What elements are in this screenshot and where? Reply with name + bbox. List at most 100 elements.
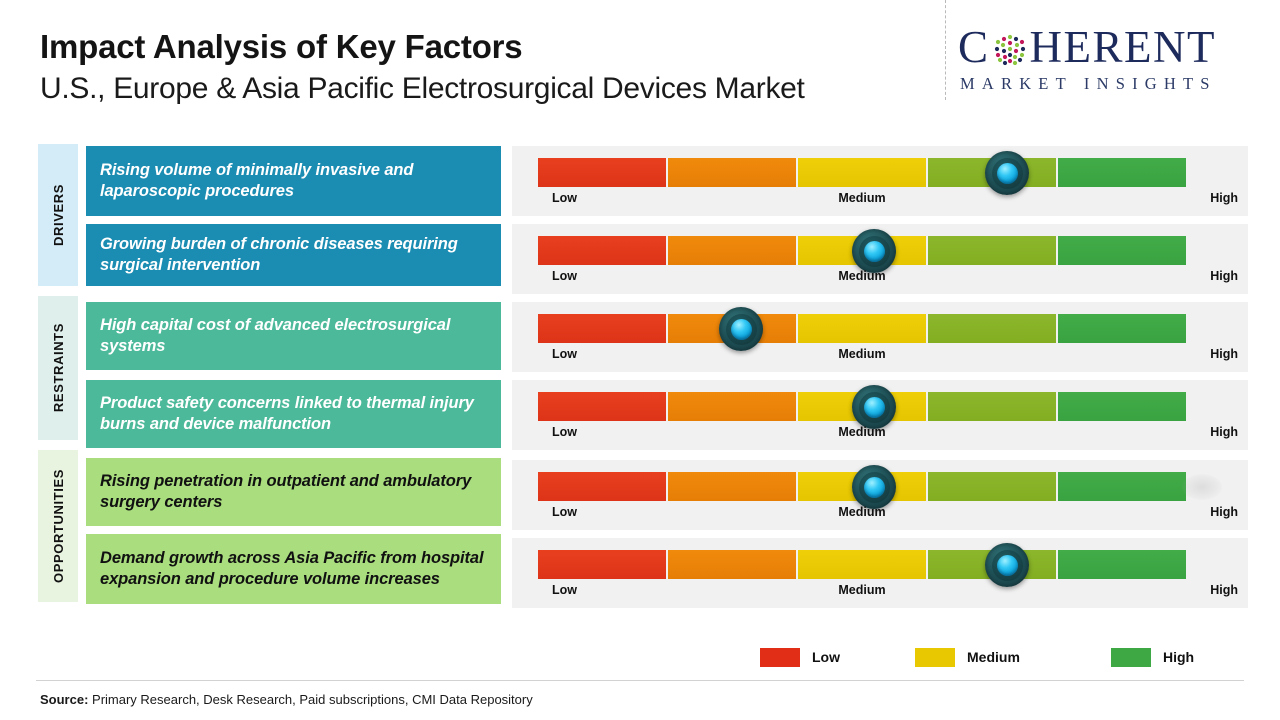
factor-text: Product safety concerns linked to therma… (100, 393, 474, 433)
gauge-bar (538, 392, 1186, 421)
impact-matrix: DRIVERS RESTRAINTS OPPORTUNITIES Rising … (0, 140, 1280, 610)
footer-divider (36, 680, 1244, 681)
gauge-segment-4 (928, 314, 1056, 343)
impact-gauge: Low Medium High (512, 224, 1248, 294)
header: Impact Analysis of Key Factors U.S., Eur… (0, 0, 1280, 132)
legend-label-low: Low (812, 649, 840, 665)
gauge-scale-labels: Low Medium High (538, 269, 1238, 289)
gauge-segment-1 (538, 158, 666, 187)
gauge-segment-3 (798, 158, 926, 187)
impact-marker[interactable] (852, 465, 896, 509)
scale-label-high: High (1210, 347, 1238, 361)
scale-label-medium: Medium (838, 191, 886, 205)
gauge-segment-1 (538, 472, 666, 501)
source-text: Primary Research, Desk Research, Paid su… (88, 692, 533, 707)
scale-label-low: Low (552, 269, 577, 283)
gauge-scale-labels: Low Medium High (538, 505, 1238, 525)
gauge-scale-labels: Low Medium High (538, 191, 1238, 211)
impact-marker[interactable] (852, 385, 896, 429)
logo-wordmark: C (958, 22, 1258, 72)
gauge-scale-labels: Low Medium High (538, 583, 1238, 603)
gauge-segment-1 (538, 392, 666, 421)
scale-label-low: Low (552, 347, 577, 361)
gauge-segment-5 (1058, 314, 1186, 343)
scale-label-high: High (1210, 269, 1238, 283)
gauge-segment-4 (928, 236, 1056, 265)
scale-label-high: High (1210, 191, 1238, 205)
gauge-scale-labels: Low Medium High (538, 425, 1238, 445)
gauge-segment-5 (1058, 158, 1186, 187)
chart-legend: Low Medium High (760, 644, 1220, 670)
gauge-segment-1 (538, 314, 666, 343)
legend-swatch-high (1111, 647, 1151, 667)
scale-label-medium: Medium (838, 583, 886, 597)
gauge-segment-4 (928, 472, 1056, 501)
scale-label-medium: Medium (838, 347, 886, 361)
page-title: Impact Analysis of Key Factors (40, 28, 523, 65)
impact-gauge: Low Medium High (512, 380, 1248, 450)
scale-label-low: Low (552, 425, 577, 439)
gauge-segment-4 (928, 392, 1056, 421)
legend-label-medium: Medium (967, 649, 1020, 665)
category-band-restraints: RESTRAINTS (38, 296, 78, 440)
impact-marker[interactable] (719, 307, 763, 351)
scale-label-medium: Medium (838, 425, 886, 439)
scale-label-medium: Medium (838, 269, 886, 283)
gauge-segment-1 (538, 550, 666, 579)
scale-label-high: High (1210, 583, 1238, 597)
factor-text: Growing burden of chronic diseases requi… (100, 234, 458, 274)
logo-letter-c: C (958, 21, 990, 72)
scale-label-low: Low (552, 505, 577, 519)
page-subtitle: U.S., Europe & Asia Pacific Electrosurgi… (40, 71, 805, 105)
scale-label-high: High (1210, 505, 1238, 519)
legend-swatch-low (760, 647, 800, 667)
gauge-bar (538, 236, 1186, 265)
impact-gauge: Low Medium High (512, 538, 1248, 608)
gauge-segment-5 (1058, 472, 1186, 501)
gauge-segment-2 (668, 472, 796, 501)
factor-card: Product safety concerns linked to therma… (86, 380, 501, 448)
factor-card: Growing burden of chronic diseases requi… (86, 224, 501, 286)
legend-label-high: High (1163, 649, 1195, 665)
gauge-bar (538, 158, 1186, 187)
category-label-opportunities: OPPORTUNITIES (50, 469, 66, 583)
scale-label-medium: Medium (838, 505, 886, 519)
scale-label-low: Low (552, 191, 577, 205)
gauge-segment-5 (1058, 550, 1186, 579)
impact-gauge: Low Medium High (512, 146, 1248, 216)
factor-text: Rising volume of minimally invasive and … (100, 160, 414, 200)
factor-card: Rising penetration in outpatient and amb… (86, 458, 501, 526)
gauge-segment-2 (668, 392, 796, 421)
marker-shadow-artifact (1182, 474, 1222, 500)
gauge-segment-1 (538, 236, 666, 265)
category-band-drivers: DRIVERS (38, 144, 78, 286)
category-band-opportunities: OPPORTUNITIES (38, 450, 78, 602)
gauge-bar (538, 472, 1186, 501)
scale-label-high: High (1210, 425, 1238, 439)
legend-item-medium: Medium (915, 644, 1020, 670)
gauge-segment-5 (1058, 236, 1186, 265)
legend-item-high: High (1111, 644, 1194, 670)
factor-text: Demand growth across Asia Pacific from h… (100, 548, 484, 588)
gauge-segment-2 (668, 158, 796, 187)
scale-label-low: Low (552, 583, 577, 597)
company-logo: C (958, 22, 1258, 100)
gauge-segment-3 (798, 550, 926, 579)
logo-divider (945, 0, 946, 100)
logo-tagline: MARKET INSIGHTS (960, 74, 1217, 93)
gauge-scale-labels: Low Medium High (538, 347, 1238, 367)
impact-marker[interactable] (852, 229, 896, 273)
gauge-segment-2 (668, 550, 796, 579)
title-block: Impact Analysis of Key Factors U.S., Eur… (40, 28, 920, 107)
legend-item-low: Low (760, 644, 840, 670)
factor-card: High capital cost of advanced electrosur… (86, 302, 501, 370)
gauge-bar (538, 550, 1186, 579)
impact-gauge: Low Medium High (512, 302, 1248, 372)
impact-marker[interactable] (985, 543, 1029, 587)
factor-card: Rising volume of minimally invasive and … (86, 146, 501, 216)
source-line: Source: Primary Research, Desk Research,… (40, 692, 533, 707)
source-label: Source: (40, 692, 89, 707)
impact-marker[interactable] (985, 151, 1029, 195)
factor-card: Demand growth across Asia Pacific from h… (86, 534, 501, 604)
category-label-drivers: DRIVERS (50, 184, 66, 246)
